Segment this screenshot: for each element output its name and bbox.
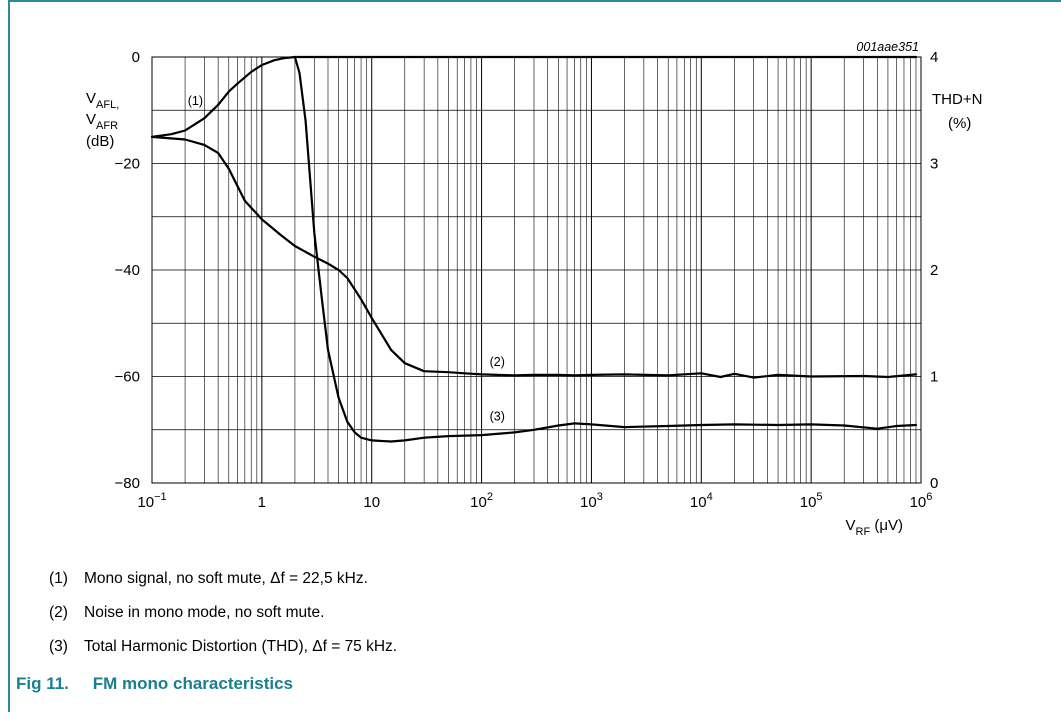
note-number: (1) bbox=[49, 570, 68, 587]
note-item: (1) Mono signal, no soft mute, Δf = 22,5… bbox=[49, 568, 397, 590]
series-label: (3) bbox=[490, 410, 505, 424]
x-tick-label: 1 bbox=[258, 494, 266, 511]
y-tick-label: −60 bbox=[115, 369, 140, 386]
x-axis-label: VRF (μV) bbox=[846, 517, 904, 538]
x-tick-label: 106 bbox=[910, 491, 933, 511]
chart: 0 −20 −40 −60 −80 0 1 2 3 4 10−1 1 10 102 103 104 105 106… bbox=[86, 40, 982, 538]
y-tick-label: −80 bbox=[115, 475, 140, 492]
x-tick-label: 103 bbox=[580, 491, 603, 511]
series-label: (2) bbox=[490, 355, 505, 369]
y2-tick-label: 1 bbox=[930, 369, 938, 386]
y2-tick-label: 2 bbox=[930, 262, 938, 279]
y-tick-label: −20 bbox=[115, 156, 140, 173]
y-tick-label: 0 bbox=[132, 49, 140, 66]
note-text: Noise in mono mode, no soft mute. bbox=[84, 604, 325, 621]
curves bbox=[150, 55, 918, 443]
note-number: (3) bbox=[49, 638, 68, 655]
y2-tick-label: 3 bbox=[930, 156, 938, 173]
frame-border-left bbox=[8, 0, 10, 712]
y-tick-label: −40 bbox=[115, 262, 140, 279]
x-tick-label: 105 bbox=[800, 491, 823, 511]
y-axis-label-line2: VAFR bbox=[86, 111, 118, 132]
x-tick-label: 102 bbox=[470, 491, 493, 511]
note-number: (2) bbox=[49, 604, 68, 621]
x-tick-label: 104 bbox=[690, 491, 713, 511]
y2-tick-label: 0 bbox=[930, 475, 938, 492]
series-line bbox=[150, 135, 918, 379]
note-text: Mono signal, no soft mute, Δf = 22,5 kHz… bbox=[84, 570, 368, 587]
y-axis-label-line3: (dB) bbox=[86, 133, 114, 150]
frame-border-top bbox=[8, 0, 1061, 2]
figure-number: Fig 11. bbox=[16, 674, 69, 693]
series-label: (1) bbox=[188, 94, 203, 108]
figure-caption: Fig 11. FM mono characteristics bbox=[16, 674, 293, 694]
x-tick-label: 10−1 bbox=[137, 491, 166, 511]
series-line bbox=[293, 55, 918, 443]
y-axis-label-line1: VAFL, bbox=[86, 90, 119, 111]
major-gridlines bbox=[151, 56, 922, 484]
note-item: (2) Noise in mono mode, no soft mute. bbox=[49, 602, 397, 624]
x-tick-label: 10 bbox=[363, 494, 380, 511]
y2-tick-label: 4 bbox=[930, 49, 938, 66]
note-item: (3) Total Harmonic Distortion (THD), Δf … bbox=[49, 636, 397, 658]
note-text: Total Harmonic Distortion (THD), Δf = 75… bbox=[84, 638, 398, 655]
notes-list: (1) Mono signal, no soft mute, Δf = 22,5… bbox=[49, 568, 397, 670]
y2-axis-label-line2: (%) bbox=[948, 115, 971, 132]
figure-id-label: 001aae351 bbox=[856, 40, 919, 54]
figure-title: FM mono characteristics bbox=[92, 674, 294, 693]
chart-labels: 0 −20 −40 −60 −80 0 1 2 3 4 10−1 1 10 102 103 104 105 106… bbox=[86, 40, 982, 538]
series-line bbox=[150, 55, 918, 138]
y2-axis-label-line1: THD+N bbox=[932, 91, 982, 108]
